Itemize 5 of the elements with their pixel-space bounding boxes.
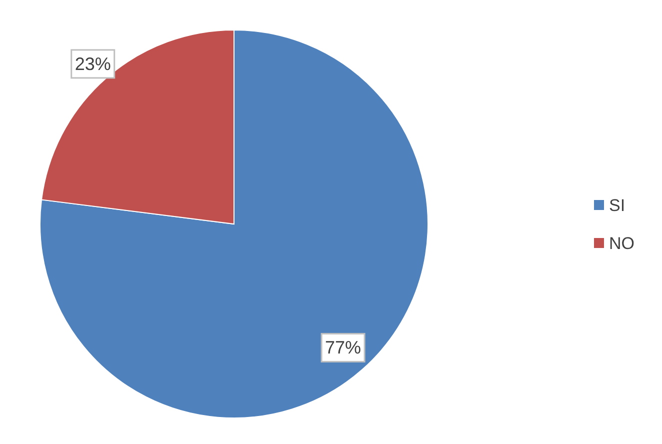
data-label: 23% [74, 54, 111, 74]
data-label: 77% [325, 338, 362, 358]
legend-label: SI [609, 196, 626, 215]
pie-slice [40, 30, 428, 418]
legend-label: NO [609, 234, 634, 253]
